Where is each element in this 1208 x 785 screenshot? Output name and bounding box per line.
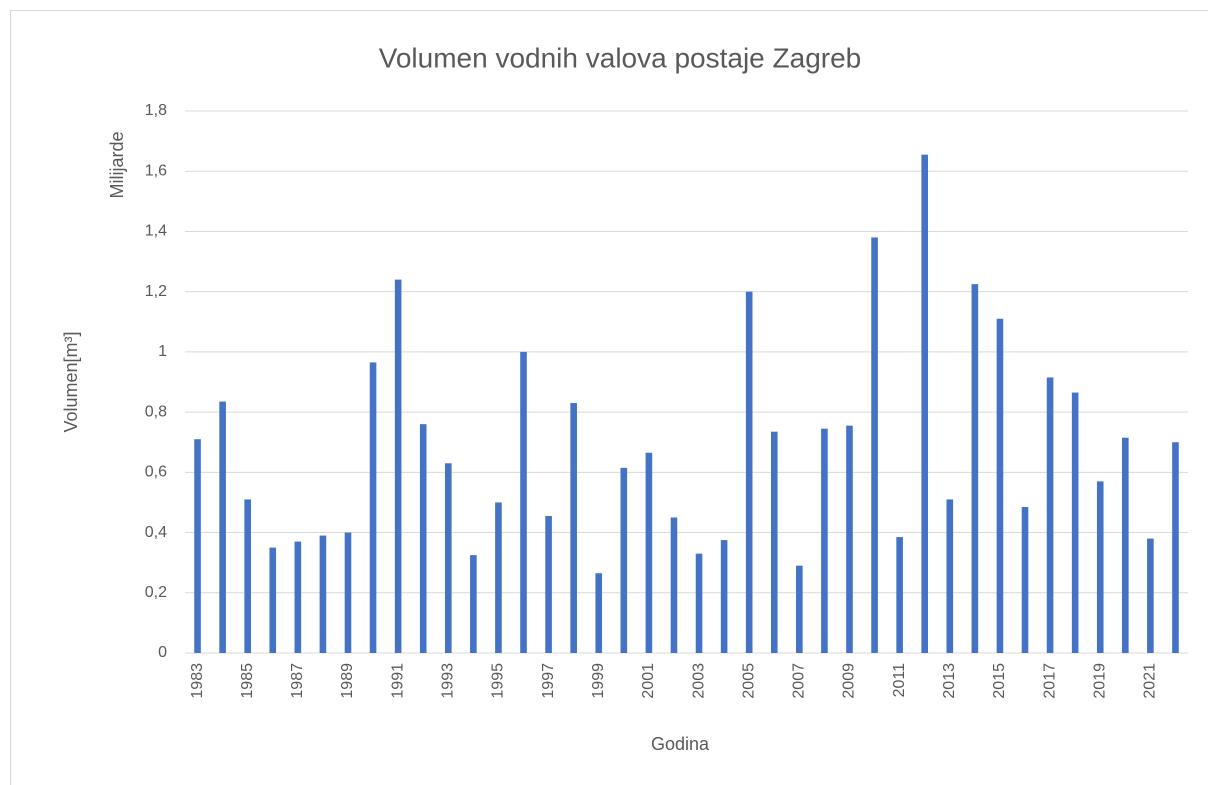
x-tick-label: 2015 [991,663,1008,699]
bar [244,499,251,653]
x-tick-label: 1995 [490,663,507,699]
bar [846,425,853,653]
bar [344,532,352,653]
x-tick-label: 2007 [791,663,808,699]
y-tick-label: 1,8 [145,102,167,119]
bar [520,351,527,653]
x-tick-label: 1983 [189,663,206,699]
bar [770,431,778,653]
x-axis-title: Godina [651,734,710,754]
bar [394,279,402,653]
y-tick-label: 0,6 [145,464,167,481]
bar [1046,377,1054,653]
y-tick-label: 0,8 [145,403,167,420]
bar [1096,481,1104,653]
x-tick-label: 1985 [239,663,256,699]
chart-border [10,10,1208,785]
bar [294,541,302,653]
bar [796,565,803,653]
y-tick-label: 1,4 [145,223,167,240]
x-tick-label: 2011 [891,663,908,698]
bar [871,237,878,653]
bar [470,555,477,653]
bar [971,284,979,653]
bar [745,291,753,653]
bar [1147,538,1154,653]
bar [319,535,327,653]
chart-title: Volumen vodnih valova postaje Zagreb [379,42,862,73]
x-tick-label: 1989 [339,663,356,699]
bar [595,573,603,653]
bar [194,439,201,653]
bar [670,517,678,653]
bar [545,515,552,653]
x-tick-label: 2009 [841,663,858,699]
x-tick-label: 1997 [540,663,557,699]
bar [219,401,226,653]
bar [821,428,828,653]
bar [495,502,502,653]
y-tick-label: 1,2 [145,283,167,300]
bar [896,537,903,653]
bar [269,547,277,653]
x-tick-label: 2017 [1041,663,1058,699]
bar [695,553,703,653]
y-tick-label: 0,2 [145,584,167,601]
x-tick-label: 1991 [389,663,406,699]
y-axis-title: Volumen[m³] [61,331,81,432]
x-tick-label: 2013 [941,663,958,699]
bar [921,154,929,653]
bar [620,467,628,653]
x-tick-label: 1993 [440,663,457,699]
bar [996,318,1004,653]
bar [645,452,653,653]
bar [369,362,377,653]
x-tick-label: 1987 [289,663,306,699]
x-tick-label: 2001 [640,663,657,699]
x-tick-label: 2019 [1091,663,1108,699]
bar [419,424,427,653]
y-tick-label: 0,4 [145,524,167,541]
y-unit-label: Milijarde [107,131,127,198]
bar [1021,506,1029,653]
bar [946,499,954,653]
x-tick-label: 2005 [740,663,757,699]
bar [1172,442,1179,653]
x-tick-label: 2021 [1142,663,1159,699]
y-tick-label: 1,6 [145,162,167,179]
bar [720,540,728,653]
bar [444,463,452,653]
bar [1071,392,1079,653]
y-tick-label: 1 [158,343,167,360]
bar [1122,437,1129,653]
bar [570,403,577,653]
x-tick-label: 2003 [690,663,707,699]
y-tick-label: 0 [158,644,167,661]
x-tick-label: 1999 [590,663,607,699]
